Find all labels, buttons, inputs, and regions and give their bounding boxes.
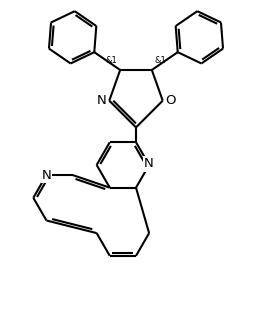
Text: &1: &1	[155, 56, 166, 65]
Text: N: N	[42, 169, 51, 182]
Text: N: N	[144, 157, 154, 171]
Text: &1: &1	[106, 56, 117, 65]
Text: N: N	[97, 94, 106, 107]
Text: O: O	[166, 94, 176, 107]
